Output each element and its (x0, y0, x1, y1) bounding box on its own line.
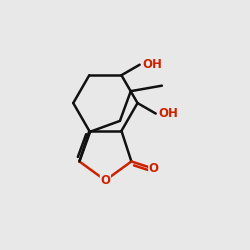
Text: O: O (100, 174, 110, 187)
Text: O: O (149, 162, 159, 175)
Text: OH: OH (142, 58, 162, 71)
Text: OH: OH (158, 107, 178, 120)
